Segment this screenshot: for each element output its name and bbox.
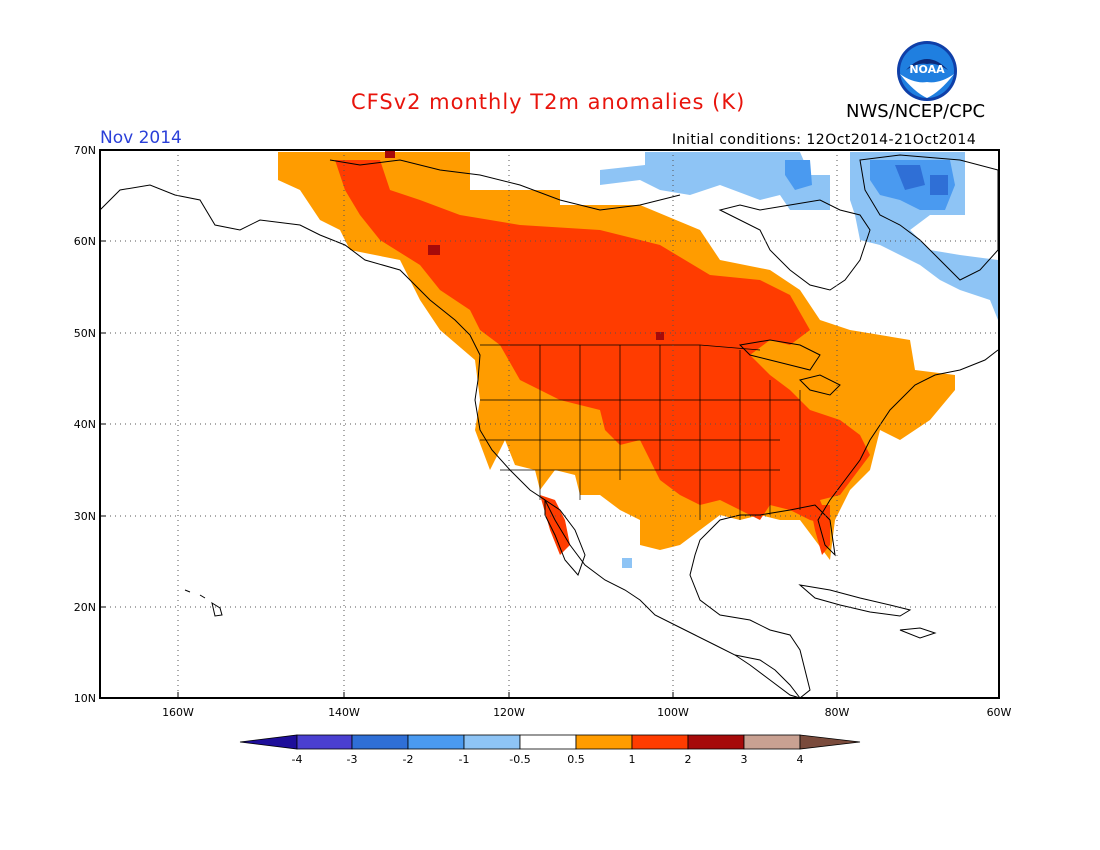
colorbar [239,734,861,750]
colorbar-label: 0.5 [567,753,585,766]
coastline [184,589,223,617]
colorbar-label: -3 [347,753,358,766]
colorbar-labels: -4 -3 -2 -1 -0.5 0.5 1 2 3 4 [292,753,804,766]
anomaly-fields [278,150,998,568]
longitude-labels: 160W 140W 120W 100W 80W 60W [162,692,1012,719]
political-border [539,345,801,520]
colorbar-segment [407,734,465,750]
anomaly-region [385,150,395,158]
colorbar-segment [463,734,521,750]
lat-label: 40N [74,418,96,431]
lat-label: 10N [74,692,96,705]
anomaly-region [335,160,870,525]
anomaly-region [785,160,812,190]
coastline [329,159,681,211]
anomaly-region [656,332,664,340]
colorbar-label: 1 [629,753,636,766]
colorbar-label: -4 [292,753,303,766]
colorbar-segment [575,734,633,750]
colorbar-label: 2 [685,753,692,766]
colorbar-segment [296,734,353,750]
colorbar-segment [743,734,801,750]
anomaly-region [895,165,925,190]
map-title: CFSv2 monthly T2m anomalies (K) [351,90,746,114]
coastline [799,374,841,396]
coastline [738,339,821,371]
colorbar-label: -1 [459,753,470,766]
lon-label: 120W [493,706,525,719]
colorbar-segment [687,734,745,750]
lon-label: 160W [162,706,194,719]
initial-conditions: Initial conditions: 12Oct2014-21Oct2014 [672,132,977,148]
latitude-labels: 70N 60N 50N 40N 30N 20N 10N [74,144,106,705]
anomaly-region [428,245,440,255]
lon-label: 80W [825,706,850,719]
noaa-logo: NOAA [897,41,957,101]
forecast-month: Nov 2014 [100,128,182,148]
coastline [544,499,586,576]
anomaly-region [622,558,632,568]
colorbar-arrow-left [239,734,298,750]
lon-label: 100W [657,706,689,719]
lon-label: 140W [328,706,360,719]
anomaly-region [930,175,948,195]
coastline [689,349,999,699]
colorbar-label: 3 [741,753,748,766]
colorbar-label: -2 [403,753,414,766]
lat-label: 30N [74,510,96,523]
lat-label: 70N [74,144,96,157]
agency-label: NWS/NCEP/CPC [846,101,986,122]
lat-label: 20N [74,601,96,614]
lat-label: 50N [74,327,96,340]
logo-text: NOAA [909,63,945,76]
lon-label: 60W [987,706,1012,719]
anomaly-region [810,505,830,555]
coastline [734,654,801,699]
colorbar-segment [631,734,689,750]
coastline [859,154,999,281]
lat-label: 60N [74,235,96,248]
coastline [99,184,801,699]
colorbar-segment [351,734,409,750]
coastline [899,627,937,639]
colorbar-segment [519,734,577,750]
anomaly-region [600,152,830,210]
political-border [480,399,800,471]
anomaly-region [540,495,570,555]
coastline [718,199,871,291]
coastlines [99,154,999,699]
colorbar-label: 4 [797,753,804,766]
coastline [798,584,912,617]
colorbar-label: -0.5 [509,753,530,766]
colorbar-arrow-right [799,734,861,750]
